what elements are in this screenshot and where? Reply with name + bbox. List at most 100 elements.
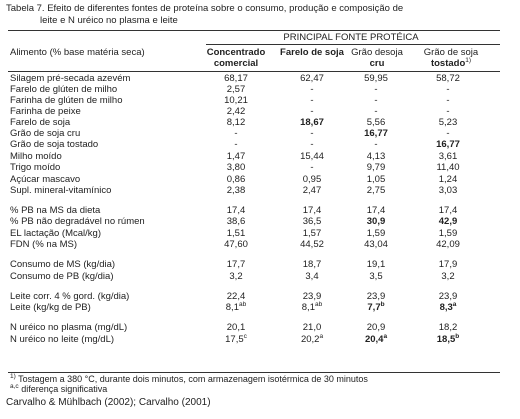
table-row: Grão de soja cru - - 16,77 - [0,128,520,139]
table-cell: 17,4 [226,205,246,216]
table-row: Milho moído 1,47 15,44 4,13 3,61 [0,151,520,162]
table-row: Grão de soja tostado - - - 16,77 [0,139,520,150]
table-cell: 1,59 [438,228,458,239]
row-label: Consumo de MS (kg/dia) [10,259,116,270]
table-cell: 10,21 [224,95,248,106]
table-cell: - [310,95,314,106]
table-row: Trigo moído 3,80 - 9,79 11,40 [0,162,520,173]
table-cell: 0,95 [302,174,322,185]
col-header-grao-cru: Grão desoja cru [351,47,403,69]
row-label: Grão de soja tostado [10,139,99,150]
row-label: Consumo de PB (kg/dia) [10,271,114,282]
table-cell: - [310,139,314,150]
col-header-concentrado: Concentrado comercial [206,47,266,69]
table-cell: 16,77 [436,139,460,150]
table-cell: 9,79 [366,162,386,173]
row-label: Farinha de peixe [10,106,81,117]
group-rule [206,44,500,45]
row-label: N uréico no plasma (mg/dL) [10,322,128,333]
table-cell: 5,23 [438,117,458,128]
table-cell: 23,9 [438,291,458,302]
table-cell: 3,80 [226,162,246,173]
table-row: Açúcar mascavo 0,86 0,95 1,05 1,24 [0,174,520,185]
table-cell: 17,9 [438,259,458,270]
table-row: EL lactação (Mcal/kg) 1,51 1,57 1,59 1,59 [0,228,520,239]
row-label: Milho moído [10,151,62,162]
table-cell: 47,60 [224,239,248,250]
table-row: Leite (kg/kg de PB) 8,1ab 8,1ab 7,7b 8,3a [0,300,520,313]
row-label: Silagem pré-secada azevém [10,73,131,84]
table-cell: 18,7 [302,259,322,270]
table-row: Silagem pré-secada azevém 68,17 62,47 59,95… [0,73,520,84]
table-cell: 1,59 [366,228,386,239]
table-cell: 58,72 [436,73,460,84]
table-cell: 44,52 [300,239,324,250]
table-row: % PB na MS da dieta 17,4 17,4 17,4 17,4 [0,205,520,216]
table-cell: 4,13 [366,151,386,162]
header-rule [8,71,500,72]
source-line: Carvalho & Mühlbach (2002); Carvalho (20… [6,397,211,408]
col-header-grao-tostado: Grão de soja tostado1) [423,47,479,69]
bottom-rule [8,372,500,373]
row-label: FDN (% na MS) [10,239,78,250]
table-row: Farinha de peixe 2,42 - - - [0,106,520,117]
table-cell: - [446,84,450,95]
table-row: Consumo de MS (kg/dia) 17,7 18,7 19,1 17,9 [0,259,520,270]
table-cell: 3,4 [305,271,319,282]
table-cell: 3,61 [438,151,458,162]
table-caption: Tabela 7. Efeito de diferentes fontes de… [6,3,486,27]
table-row: Farelo de soja 8,12 18,67 5,56 5,23 [0,117,520,128]
table-cell: 1,47 [226,151,246,162]
table-cell: 38,6 [226,216,246,227]
table-cell: 17,4 [438,205,458,216]
table-cell: 23,9 [302,291,322,302]
table-cell: 19,1 [366,259,386,270]
row-label: Trigo moído [10,162,61,173]
table-cell: 20,2a [300,332,324,345]
table-cell: 3,2 [229,271,243,282]
table-cell: - [374,139,378,150]
table-cell: 7,7b [367,300,385,313]
table-cell: 1,05 [366,174,386,185]
table-cell: - [234,128,238,139]
table-cell: 8,1ab [225,300,247,313]
table-row: Supl. mineral-vitamínico 2,38 2,47 2,75 3,03 [0,185,520,196]
table-cell: - [310,128,314,139]
row-label: Farelo de glúten de milho [10,84,118,95]
table-cell: 0,86 [226,174,246,185]
table-cell: - [446,95,450,106]
col-header-farelo: Farelo de soja [280,47,344,58]
table-cell: 43,04 [364,239,388,250]
row-label: Supl. mineral-vitamínico [10,185,112,196]
table-cell: 1,24 [438,174,458,185]
row-label: N uréico no leite (mg/dL) [10,334,115,345]
row-label: Açúcar mascavo [10,174,81,185]
group-header: PRINCIPAL FONTE PROTÉICA [283,32,419,43]
caption-line-2: leite e N uréico no plasma e leite [40,15,178,26]
table-cell: 62,47 [300,73,324,84]
row-label: Leite corr. 4 % gord. (kg/dia) [10,291,130,302]
footnote-2: a,c diferença significativa [10,383,108,394]
table-cell: - [446,106,450,117]
table-cell: 18,5b [436,332,460,345]
table-cell: 8,1ab [301,300,323,313]
table-cell: - [310,162,314,173]
table-cell: 8,3a [439,300,457,313]
table-cell: 2,47 [302,185,322,196]
table-cell: - [374,84,378,95]
table-cell: 42,9 [438,216,458,227]
table-cell: 1,51 [226,228,246,239]
table-cell: 3,03 [438,185,458,196]
table-cell: 1,57 [302,228,322,239]
row-label-header: Alimento (% base matéria seca) [10,47,145,58]
table-cell: 2,38 [226,185,246,196]
table-cell: - [374,106,378,117]
table-cell: - [310,106,314,117]
row-label: Farinha de glúten de milho [10,95,123,106]
table-cell: 30,9 [366,216,386,227]
table-cell: 20,9 [366,322,386,333]
table-cell: 2,57 [226,84,246,95]
table-cell: 5,56 [366,117,386,128]
table-cell: 23,9 [366,291,386,302]
